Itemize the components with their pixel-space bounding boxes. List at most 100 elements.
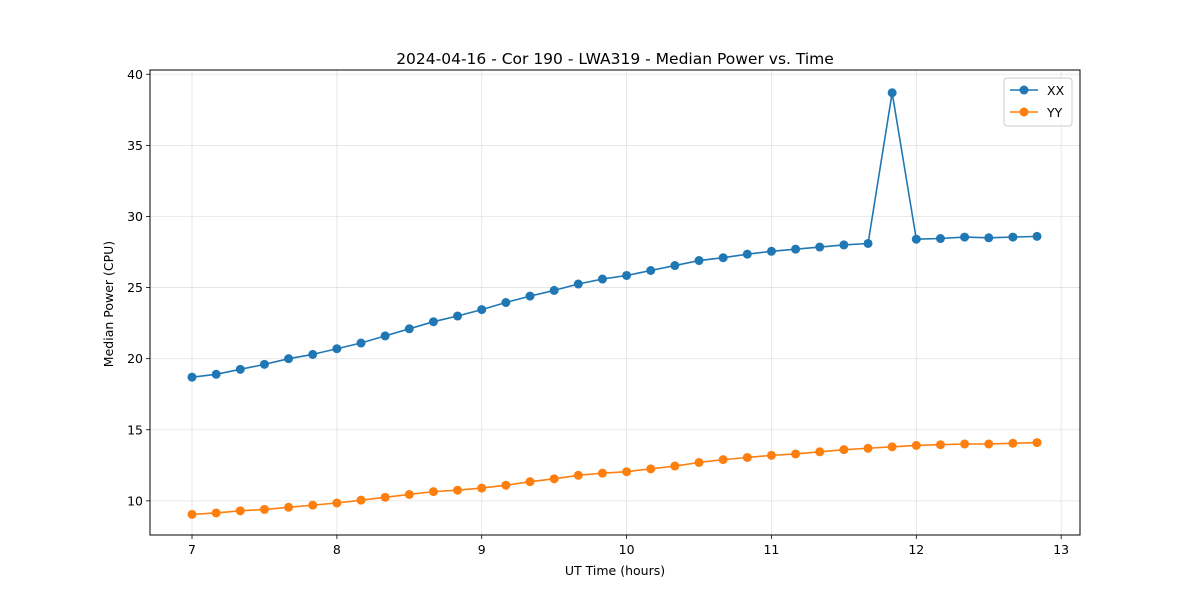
series-xx-point [791, 244, 801, 254]
series-xx-point [718, 253, 728, 263]
series-yy-point [404, 489, 414, 499]
series-xx-point [622, 270, 632, 280]
series-yy-point [284, 502, 294, 512]
series-xx-point [597, 274, 607, 284]
grid [150, 70, 1080, 535]
series-yy-point [1008, 438, 1018, 448]
series-xx-point [404, 324, 414, 334]
legend-xx-marker [1019, 85, 1029, 95]
series-xx-point [308, 349, 318, 359]
x-tick-label: 13 [1053, 542, 1069, 557]
series-xx-point [694, 256, 704, 266]
series-yy-point [670, 461, 680, 471]
series-yy-point [477, 483, 487, 493]
series-xx-point [501, 298, 511, 307]
axis-ticks: 7 8 9 10 11 12 13 10 15 20 25 30 35 40 [127, 67, 1069, 557]
series-xx-point [549, 285, 559, 295]
series-layer [187, 88, 1042, 519]
series-xx-point [911, 234, 921, 244]
series-xx-point [525, 291, 535, 301]
series-yy-point [597, 468, 607, 478]
series-yy-point [453, 485, 463, 495]
series-xx-point [1032, 231, 1042, 241]
series-xx-point [887, 88, 897, 98]
series-yy-point [791, 449, 801, 459]
series-xx-point [839, 240, 849, 250]
y-axis-label: Median Power (CPU) [101, 241, 116, 367]
chart-title: 2024-04-16 - Cor 190 - LWA319 - Median P… [396, 50, 834, 68]
series-yy-point [911, 440, 921, 450]
x-axis-label: UT Time (hours) [565, 563, 665, 578]
plot-frame [149, 69, 1081, 536]
series-xx-point [573, 279, 583, 289]
series-yy-point [525, 477, 535, 487]
series-xx-point [259, 359, 269, 369]
series-xx-point [284, 354, 294, 364]
series-yy-point [501, 480, 511, 490]
series-yy-point [742, 453, 752, 462]
legend-xx-label: XX [1047, 83, 1065, 98]
y-tick-label: 15 [127, 422, 143, 437]
x-tick-label: 11 [763, 542, 779, 557]
series-xx-point [187, 372, 197, 382]
x-tick-label: 12 [908, 542, 924, 557]
series-yy-point [646, 464, 656, 474]
series-yy-point [356, 495, 366, 505]
series-yy-point [187, 509, 197, 519]
series-yy-point [935, 440, 945, 450]
y-tick-label: 40 [127, 67, 143, 82]
series-yy-point [960, 439, 970, 449]
series-xx-point [1008, 232, 1018, 242]
x-tick-label: 7 [188, 542, 196, 557]
series-xx-point [742, 249, 752, 259]
series-yy-point [694, 457, 704, 467]
series-xx-point [211, 369, 221, 379]
series-yy-point [235, 506, 245, 516]
y-tick-label: 20 [127, 351, 143, 366]
series-yy-point [259, 504, 269, 514]
series-yy-point [549, 474, 559, 484]
y-tick-label: 10 [127, 493, 143, 508]
series-yy-point [863, 443, 873, 453]
series-yy-point [766, 450, 776, 460]
series-xx-point [356, 338, 366, 348]
series-xx-point [863, 238, 873, 248]
x-tick-label: 8 [333, 542, 341, 557]
legend-yy-label: YY [1046, 105, 1063, 120]
series-xx-point [670, 261, 680, 271]
series-xx-point [766, 246, 776, 256]
series-yy-point [839, 445, 849, 455]
series-yy-point [1032, 438, 1042, 448]
series-xx-point [332, 344, 342, 354]
legend: XX YY [1003, 77, 1073, 127]
series-yy-point [308, 500, 318, 510]
y-tick-label: 25 [127, 280, 143, 295]
series-yy-point [573, 470, 583, 480]
legend-yy-marker [1019, 107, 1029, 117]
y-tick-label: 30 [127, 209, 143, 224]
series-xx-point [646, 266, 656, 275]
series-xx-point [935, 234, 945, 244]
series-xx-point [380, 331, 390, 341]
series-xx-point [235, 364, 245, 374]
series-yy [187, 438, 1042, 519]
x-tick-label: 10 [619, 542, 635, 557]
x-tick-label: 9 [478, 542, 486, 557]
series-yy-point [718, 455, 728, 465]
series-xx-point [815, 242, 825, 252]
y-tick-label: 35 [127, 138, 143, 153]
series-yy-point [984, 439, 994, 449]
series-yy-point [332, 498, 342, 508]
series-yy-point [887, 442, 897, 452]
series-yy-point [428, 487, 438, 497]
series-yy-point [380, 492, 390, 502]
series-yy-point [815, 447, 825, 457]
series-yy-point [211, 508, 221, 518]
series-xx-point [428, 317, 438, 327]
series-xx-point [477, 305, 487, 315]
series-xx-point [960, 232, 970, 242]
series-xx [187, 88, 1042, 382]
